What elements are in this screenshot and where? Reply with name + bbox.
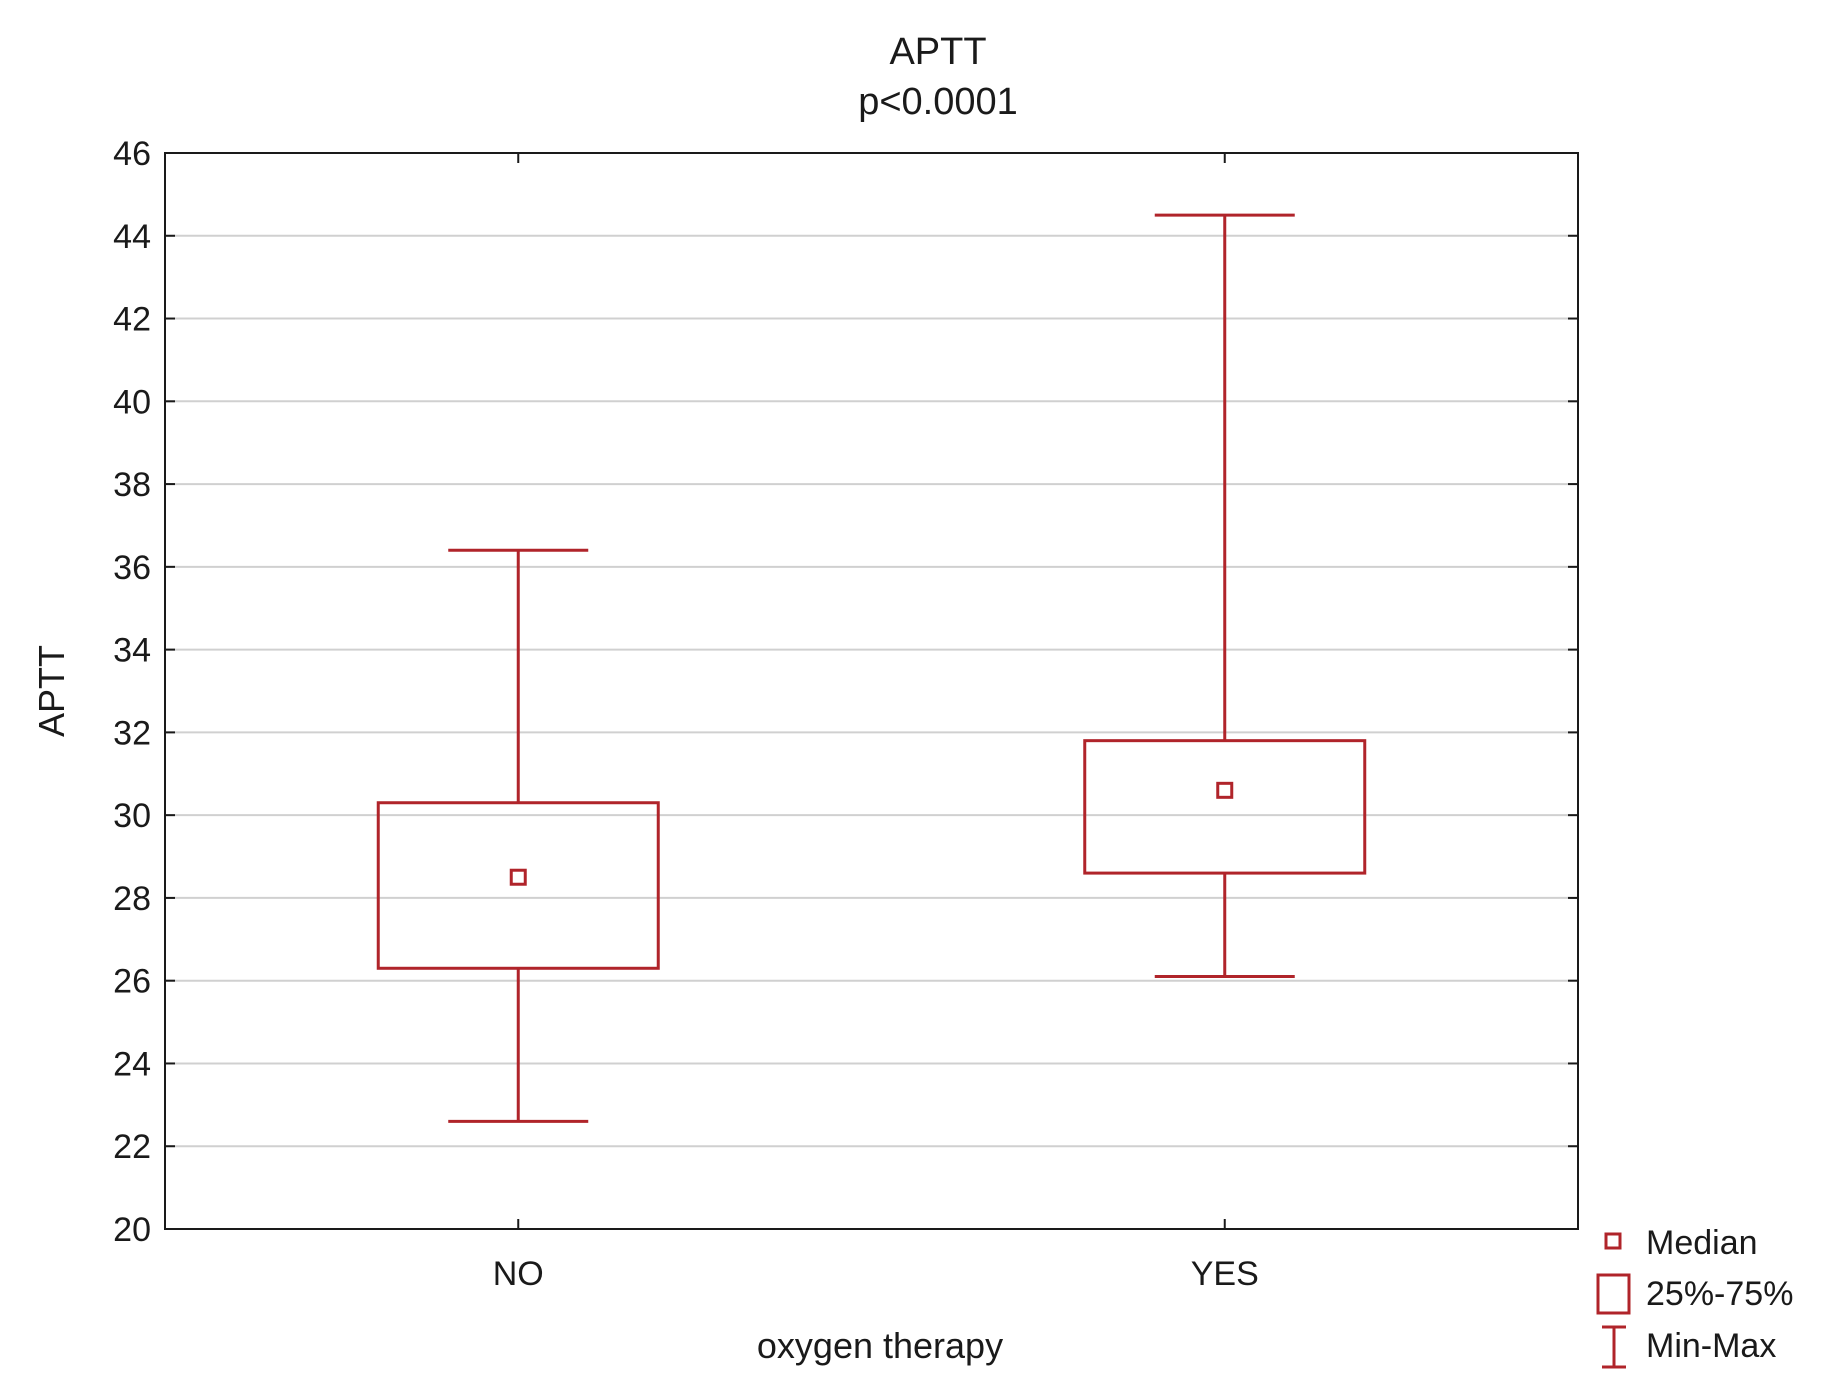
legend-box-icon: [1596, 1273, 1631, 1315]
gridlines: [165, 234, 1578, 1148]
y-tick-label-36: 36: [113, 549, 151, 587]
legend-median-icon: [1604, 1232, 1622, 1250]
x-tick-label-yes: YES: [1191, 1255, 1259, 1293]
y-tick-label-40: 40: [113, 383, 151, 421]
legend: Median 25%-75% Min-Max: [1596, 1224, 1793, 1369]
y-tick-label-22: 22: [113, 1128, 151, 1166]
legend-whisker-icon: [1602, 1325, 1626, 1369]
x-tick-label-no: NO: [493, 1255, 544, 1293]
y-tick-label-26: 26: [113, 963, 151, 1001]
median-marker-yes: [1216, 781, 1234, 799]
y-tick-label-42: 42: [113, 301, 151, 339]
y-tick-label-20: 20: [113, 1211, 151, 1249]
y-axis-label: APTT: [31, 645, 72, 737]
chart-title: APTT: [889, 31, 986, 73]
box-yes: [1083, 213, 1367, 979]
legend-box-label: 25%-75%: [1646, 1275, 1793, 1313]
y-tick-label-34: 34: [113, 632, 151, 670]
y-tick-label-28: 28: [113, 880, 151, 918]
x-axis: NO YES: [493, 153, 1259, 1293]
chart-subtitle: p<0.0001: [858, 81, 1018, 123]
y-tick-label-44: 44: [113, 218, 151, 256]
y-tick-label-38: 38: [113, 466, 151, 504]
plot-frame: [164, 152, 1579, 1230]
y-axis: 20 22 24 26 28 30 32 34 36 38 40 42 44 46: [113, 135, 1578, 1249]
iqr-box-yes: [1083, 739, 1367, 875]
iqr-box-no: [376, 801, 660, 970]
y-tick-label-46: 46: [113, 135, 151, 173]
y-tick-label-32: 32: [113, 714, 151, 752]
y-tick-label-30: 30: [113, 797, 151, 835]
box-series: [376, 213, 1367, 1123]
legend-whisker-label: Min-Max: [1646, 1327, 1776, 1365]
median-marker-no: [509, 868, 527, 886]
x-axis-label: oxygen therapy: [757, 1325, 1003, 1366]
legend-median-label: Median: [1646, 1224, 1758, 1262]
box-no: [376, 548, 660, 1123]
y-tick-label-24: 24: [113, 1045, 151, 1083]
